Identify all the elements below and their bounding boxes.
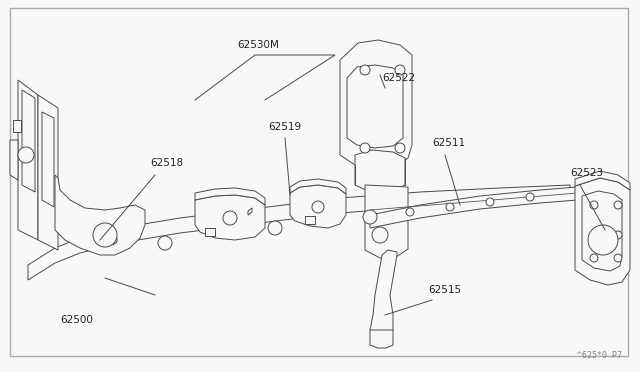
Polygon shape [370,186,590,228]
Bar [305,216,315,224]
Circle shape [406,208,414,216]
Polygon shape [365,185,408,258]
Circle shape [18,147,34,163]
Circle shape [363,210,377,224]
Text: 62511: 62511 [432,138,465,148]
Text: 62519: 62519 [268,122,301,132]
Bar [205,228,215,236]
Polygon shape [195,195,265,240]
Circle shape [446,203,454,211]
Text: 62500: 62500 [60,315,93,325]
Circle shape [486,198,494,206]
Circle shape [588,225,618,255]
Circle shape [590,254,598,262]
Circle shape [93,223,117,247]
Polygon shape [18,80,38,240]
Polygon shape [290,185,346,228]
Circle shape [360,65,370,75]
Circle shape [158,236,172,250]
Circle shape [395,65,405,75]
Circle shape [268,221,282,235]
Circle shape [360,143,370,153]
Circle shape [614,231,622,239]
Text: 62518: 62518 [150,158,183,168]
Circle shape [590,201,598,209]
Circle shape [526,193,534,201]
Polygon shape [28,185,570,280]
Circle shape [614,254,622,262]
Text: 62523: 62523 [570,168,603,178]
Polygon shape [22,90,35,192]
Polygon shape [10,140,18,180]
Bar [13,120,21,132]
Polygon shape [113,238,117,245]
Polygon shape [340,40,412,170]
Polygon shape [575,178,630,285]
Polygon shape [42,112,54,207]
Text: 62530M: 62530M [237,40,279,50]
Text: ^625*0 P7: ^625*0 P7 [577,351,622,360]
Polygon shape [55,175,145,255]
Circle shape [372,227,388,243]
Polygon shape [347,65,403,148]
Circle shape [395,143,405,153]
Polygon shape [575,171,630,190]
Circle shape [312,201,324,213]
Polygon shape [370,250,397,335]
Text: 62522: 62522 [382,73,415,83]
Circle shape [614,201,622,209]
Polygon shape [38,95,58,250]
FancyBboxPatch shape [10,8,628,356]
Polygon shape [290,179,346,194]
Polygon shape [370,330,393,348]
Polygon shape [582,191,622,271]
Polygon shape [355,150,405,192]
Text: 62515: 62515 [428,285,461,295]
Polygon shape [195,188,265,205]
Circle shape [223,211,237,225]
Polygon shape [248,208,252,215]
